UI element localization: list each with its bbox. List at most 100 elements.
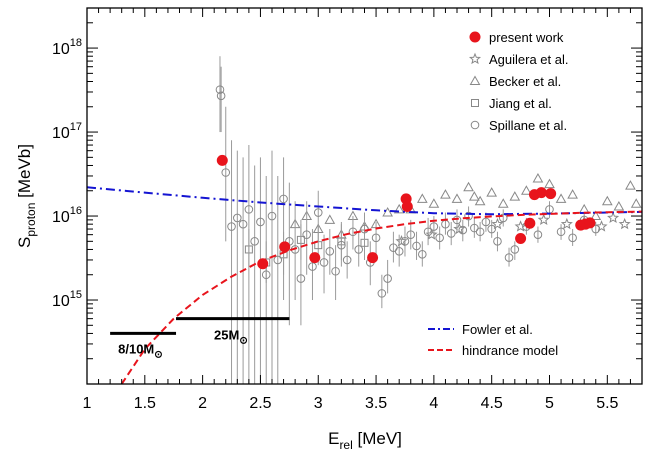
data-point xyxy=(613,200,625,211)
data-point xyxy=(279,194,288,204)
legend-marker-spillane-et-al xyxy=(470,120,480,130)
data-point xyxy=(256,217,265,227)
x-tick-label: 2.5 xyxy=(249,395,271,412)
y-tick-label: 1018 xyxy=(52,37,82,58)
data-point xyxy=(367,252,379,264)
legend-label: Fowler et al. xyxy=(462,322,533,337)
data-point xyxy=(267,211,277,221)
data-point xyxy=(451,193,463,203)
x-axis-title: Erel [MeV] xyxy=(328,429,402,452)
data-point xyxy=(244,205,254,214)
data-point xyxy=(556,227,566,237)
data-point xyxy=(486,187,498,197)
series-hindrance-model-line xyxy=(120,210,642,384)
data-point xyxy=(416,193,428,203)
data-point xyxy=(618,217,631,230)
x-tick-label: 3.5 xyxy=(365,395,387,412)
data-point xyxy=(595,220,608,232)
data-point xyxy=(481,217,491,227)
data-point xyxy=(625,180,636,190)
legend-label: hindrance model xyxy=(462,343,558,358)
data-point xyxy=(273,255,283,265)
data-point xyxy=(524,217,536,229)
data-point xyxy=(474,195,486,206)
data-point xyxy=(313,208,323,217)
data-point xyxy=(601,195,613,206)
data-point xyxy=(468,191,480,201)
data-point xyxy=(545,188,557,200)
data-point xyxy=(568,233,577,243)
annotation-label: 25M⊙ xyxy=(214,328,248,347)
data-point xyxy=(371,233,381,243)
data-point xyxy=(418,250,427,259)
legend-marker-jiang-et-al xyxy=(471,99,479,107)
data-point xyxy=(533,230,543,239)
data-point xyxy=(216,154,228,166)
data-point xyxy=(383,274,392,283)
series-present-work xyxy=(216,154,596,270)
x-tick-label: 5.5 xyxy=(596,395,618,412)
data-point xyxy=(216,91,226,101)
annotation-label: 8/10M⊙ xyxy=(118,341,163,360)
data-point xyxy=(400,237,410,246)
data-point xyxy=(319,258,329,267)
data-point xyxy=(463,181,474,192)
axes: 1 1.5 2 2.5 3 3.5 4 4.5 5 5.5 1015 1016 1017 1018 xyxy=(52,7,643,412)
data-point xyxy=(630,198,642,208)
data-point xyxy=(377,289,387,298)
data-point xyxy=(532,172,544,183)
data-point xyxy=(491,217,504,230)
data-point xyxy=(354,245,364,254)
legend-label: Spillane et al. xyxy=(489,118,567,133)
y-tick-label: 1015 xyxy=(52,289,82,310)
data-point xyxy=(464,211,473,221)
data-point xyxy=(440,189,451,199)
data-point xyxy=(382,207,393,217)
data-point xyxy=(591,224,601,234)
data-point xyxy=(515,233,527,245)
legend-label: Aguilera et al. xyxy=(489,52,569,67)
data-point xyxy=(578,203,590,214)
legend-label: present work xyxy=(489,30,564,45)
data-point xyxy=(337,240,346,250)
data-point xyxy=(535,187,547,199)
legend: present work Aguilera et al. Becker et al.… xyxy=(428,30,569,358)
data-point xyxy=(544,178,555,189)
data-point xyxy=(261,270,271,280)
data-point xyxy=(325,247,335,256)
x-tick-label: 4 xyxy=(429,395,438,412)
data-point xyxy=(567,189,578,199)
data-point xyxy=(238,219,248,229)
data-point xyxy=(215,85,225,94)
data-point xyxy=(498,213,508,223)
legend-marker-aguilera-et-al xyxy=(468,52,482,65)
data-point xyxy=(394,247,404,256)
data-point xyxy=(510,245,520,254)
data-point xyxy=(412,241,421,251)
data-point xyxy=(233,213,242,223)
plot-area xyxy=(87,56,642,384)
y-tick-label: 1017 xyxy=(52,121,82,142)
data-point xyxy=(257,258,269,270)
data-point xyxy=(423,227,433,237)
data-point xyxy=(227,222,236,231)
x-tick-label: 2 xyxy=(198,395,207,412)
data-point xyxy=(324,214,336,224)
data-point xyxy=(309,252,321,264)
data-point xyxy=(279,241,291,253)
data-point xyxy=(537,213,550,226)
data-point xyxy=(296,274,306,283)
data-point xyxy=(428,198,440,208)
data-point xyxy=(458,225,468,235)
x-tick-label: 5 xyxy=(545,395,554,412)
data-point xyxy=(302,230,311,239)
data-point xyxy=(521,185,532,195)
x-tick-label: 4.5 xyxy=(481,395,503,412)
y-axis-title: Sproton [MeVb] xyxy=(15,144,38,248)
data-point xyxy=(221,168,231,177)
x-tick-label: 1.5 xyxy=(134,395,156,412)
data-point xyxy=(429,222,439,231)
legend-label: Jiang et al. xyxy=(489,96,552,111)
data-point xyxy=(487,224,496,234)
